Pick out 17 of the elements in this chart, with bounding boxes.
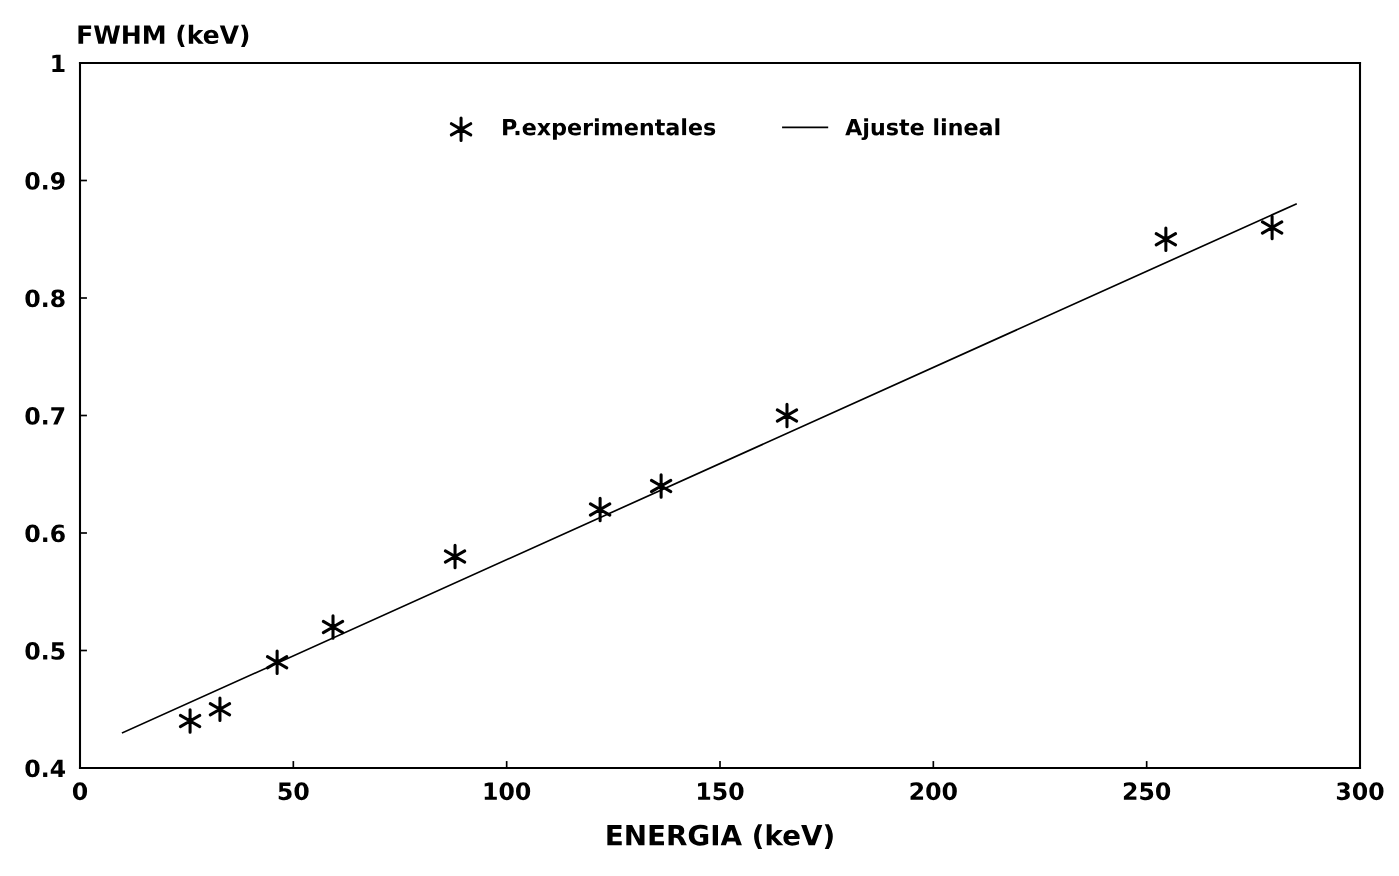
legend-label: Ajuste lineal [845,118,1000,140]
y-tick-label: 0.7 [25,406,65,425]
x-tick-label: 150 [698,782,744,801]
y-tick-label: 0.5 [25,641,65,660]
y-tick-label: 0.4 [25,759,66,778]
x-tick-label: 300 [1336,782,1384,801]
x-tick-label: 100 [484,782,531,801]
y-tick-label: 0.8 [25,289,65,308]
y-axis-title: FWHM (keV) [78,24,249,47]
x-tick-label: 200 [910,782,957,801]
y-tick-label: 0.6 [25,524,65,543]
x-tick-label: 0 [72,782,88,801]
x-tick-label: 50 [278,782,309,801]
x-axis-title: ENERGIA (keV) [607,824,833,849]
y-tick-label: 1 [52,54,65,72]
y-tick-label: 0.9 [25,171,65,190]
x-tick-label: 250 [1123,782,1171,801]
